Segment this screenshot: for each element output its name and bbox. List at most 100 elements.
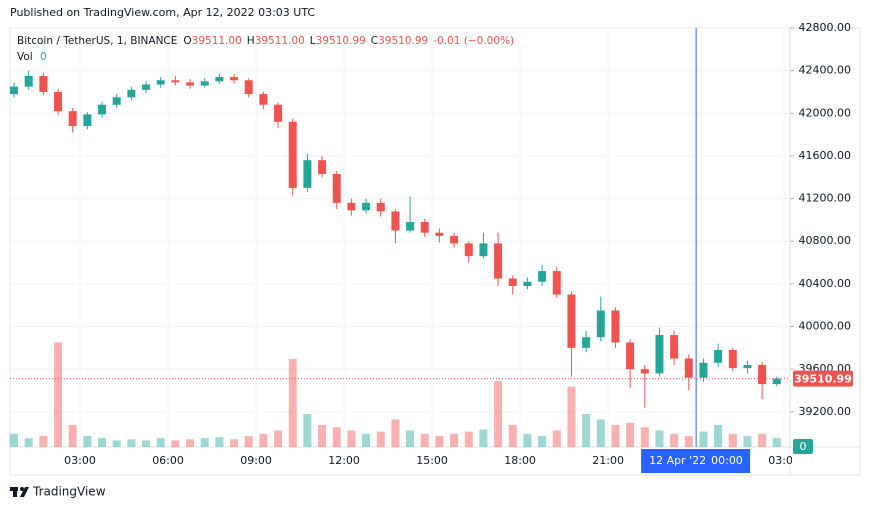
volume-bar bbox=[200, 438, 209, 447]
volume-bar bbox=[582, 414, 591, 447]
crosshair-time: 00:00 bbox=[711, 454, 743, 467]
volume-bar bbox=[684, 436, 693, 447]
candle-body bbox=[83, 114, 92, 127]
candle-body bbox=[538, 271, 547, 282]
candle-body bbox=[758, 364, 767, 385]
price-pane bbox=[10, 28, 790, 447]
y-tick-label: 42000.00 bbox=[799, 106, 852, 119]
candle-body bbox=[699, 362, 708, 378]
volume-bar bbox=[420, 433, 429, 447]
symbol: Bitcoin / TetherUS, 1, BINANCE bbox=[17, 35, 177, 47]
legend-key: C bbox=[371, 35, 378, 47]
volume-bar bbox=[626, 422, 635, 447]
volume-bar bbox=[171, 440, 180, 447]
volume-bar bbox=[611, 425, 620, 447]
legend-key: H bbox=[247, 35, 255, 47]
x-tick-label: 15:00 bbox=[416, 454, 448, 467]
volume-bar bbox=[10, 433, 19, 447]
volume-tick-box bbox=[793, 439, 813, 454]
candle-body bbox=[567, 294, 576, 348]
candle-body bbox=[376, 202, 385, 212]
volume-bar bbox=[743, 436, 752, 447]
candle-body bbox=[24, 75, 33, 87]
candle-body bbox=[655, 335, 664, 374]
crosshair-box bbox=[641, 449, 751, 473]
volume-bar bbox=[24, 438, 33, 447]
volume-bar bbox=[772, 438, 781, 447]
candle-body bbox=[244, 80, 253, 95]
x-tick-label: 18:00 bbox=[504, 454, 536, 467]
y-tick-label: 40800.00 bbox=[799, 234, 852, 247]
volume-bar bbox=[112, 440, 121, 447]
y-tick-label: 40400.00 bbox=[799, 277, 852, 290]
volume-bar bbox=[464, 431, 473, 447]
legend-value: 39510.99 bbox=[316, 35, 366, 47]
volume-bar bbox=[39, 436, 48, 447]
vol-value: 0 bbox=[40, 51, 47, 63]
candle-body bbox=[318, 160, 327, 175]
candle-body bbox=[743, 364, 752, 369]
candle-body bbox=[259, 94, 268, 105]
candle-body bbox=[10, 86, 19, 95]
volume-bar bbox=[54, 342, 63, 447]
y-tick-label: 42400.00 bbox=[799, 64, 852, 77]
legend-key: L bbox=[310, 35, 316, 47]
legend-change: -0.01 (−0.00%) bbox=[433, 35, 514, 47]
volume-bar bbox=[450, 433, 459, 447]
candle-body bbox=[406, 222, 415, 231]
y-tick-label: 41600.00 bbox=[799, 149, 852, 162]
y-tick-label: 41200.00 bbox=[799, 192, 852, 205]
candle-body bbox=[523, 281, 532, 287]
candle-body bbox=[156, 80, 165, 85]
volume-bar bbox=[714, 425, 723, 447]
candle-body bbox=[435, 232, 444, 236]
candle-body bbox=[303, 160, 312, 188]
axes: 42800.00 42400.00 42000.00 41600.00 41200.00… bbox=[641, 21, 853, 473]
candle-body bbox=[596, 310, 605, 338]
brand: TradingView bbox=[32, 485, 106, 499]
x-tick-label: 21:00 bbox=[592, 454, 624, 467]
candle-body bbox=[391, 211, 400, 231]
candle-body bbox=[508, 278, 517, 287]
volume-bar bbox=[508, 425, 517, 447]
candle-body bbox=[186, 82, 195, 86]
volume-bar bbox=[435, 436, 444, 447]
volume-bar bbox=[479, 429, 488, 447]
legend-value: 39511.00 bbox=[255, 35, 305, 47]
candle-body bbox=[171, 80, 180, 83]
volume-bar bbox=[98, 438, 107, 447]
candle-body bbox=[684, 358, 693, 378]
candle-body bbox=[670, 335, 679, 359]
candle-body bbox=[39, 75, 48, 92]
volume-bar bbox=[142, 440, 151, 447]
candle-body bbox=[347, 202, 356, 211]
volume-bar bbox=[244, 436, 253, 447]
candle-body bbox=[420, 222, 429, 233]
candle-body bbox=[479, 243, 488, 257]
ohlc-legend: O 39511.00 H 39511.00 L 39510.99 C 39510.99 -0.0… bbox=[183, 35, 514, 47]
legend-value: 39511.00 bbox=[192, 35, 242, 47]
brand-logo bbox=[10, 487, 29, 497]
volume-bar bbox=[127, 439, 136, 447]
volume-bar bbox=[156, 438, 165, 447]
candle-body bbox=[127, 89, 136, 98]
volume-bar bbox=[640, 427, 649, 447]
candle-body bbox=[611, 310, 620, 343]
candle-body bbox=[288, 121, 297, 188]
volume-bar bbox=[552, 430, 561, 447]
volume-bar bbox=[288, 359, 297, 447]
volume-bar bbox=[318, 425, 327, 447]
volume-bar bbox=[758, 433, 767, 447]
volume-bar bbox=[494, 381, 503, 447]
volume-bar bbox=[230, 439, 239, 447]
volume-pane bbox=[10, 342, 781, 447]
crosshair-date: 12 Apr '22 bbox=[649, 454, 706, 467]
volume-bar bbox=[186, 439, 195, 447]
volume-bar bbox=[567, 386, 576, 447]
volume-tick-label: 0 bbox=[800, 440, 807, 453]
candle-body bbox=[362, 202, 371, 211]
volume-bar bbox=[259, 433, 268, 447]
y-tick-label: 40000.00 bbox=[799, 320, 852, 333]
